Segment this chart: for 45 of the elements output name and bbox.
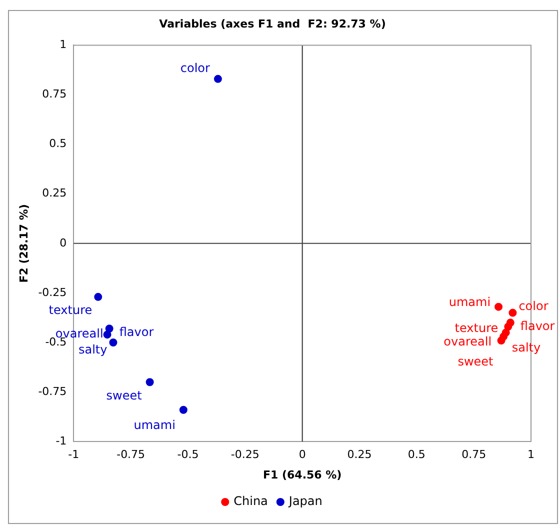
annotation: umami (134, 418, 176, 432)
x-axis-title: F1 (64.56 %) (262, 468, 342, 482)
point (508, 308, 517, 317)
annotation: color (518, 298, 548, 313)
y-tick-label: 0.25 (42, 186, 67, 200)
y-axis-title: F2 (28.17 %) (17, 204, 30, 283)
x-tick-label: 0.25 (347, 448, 372, 462)
x-tick-label: -0.75 (116, 448, 146, 462)
point (103, 330, 112, 339)
x-tick-label: -0.25 (230, 448, 260, 462)
y-tick-label: 0.75 (42, 88, 67, 101)
legend-label: Japan (288, 494, 322, 508)
point (179, 406, 188, 414)
annotation: salty (78, 342, 108, 357)
x-tick-label: 0 (298, 448, 306, 462)
y-tick-label: -1 (56, 434, 67, 448)
legend-label: China (234, 494, 268, 508)
y-tick-label: -0.25 (38, 286, 67, 299)
annotation: texture (454, 320, 498, 335)
x-tick-label: 0.75 (462, 448, 486, 462)
y-tick-label: 1 (60, 38, 67, 52)
point (497, 336, 506, 345)
y-tick-label: 0.5 (49, 137, 67, 150)
y-tick-label: -0.75 (38, 384, 67, 398)
annotation: salty (512, 340, 541, 355)
point (214, 74, 222, 83)
x-tick-label: -0.5 (177, 448, 199, 462)
x-tick-label: 0.5 (408, 448, 426, 462)
y-tick-label: 0 (60, 236, 67, 250)
annotation: flavor (520, 318, 555, 333)
point (494, 302, 503, 311)
annotation: sweet (458, 354, 494, 369)
point (146, 378, 154, 386)
annotation: color (180, 61, 210, 76)
annotation: umami (448, 294, 491, 309)
annotation: texture (48, 303, 92, 318)
annotation: flavor (119, 324, 154, 339)
x-tick-label: 1 (528, 448, 534, 462)
point (109, 338, 118, 346)
point (504, 322, 512, 331)
annotation: sweet (106, 388, 142, 402)
point (94, 292, 102, 301)
annotation: ovareall (444, 334, 492, 349)
x-tick-label: -1 (68, 448, 80, 462)
chart-title: Variables (axes F1 and F2: 92.73 %) (159, 17, 386, 30)
